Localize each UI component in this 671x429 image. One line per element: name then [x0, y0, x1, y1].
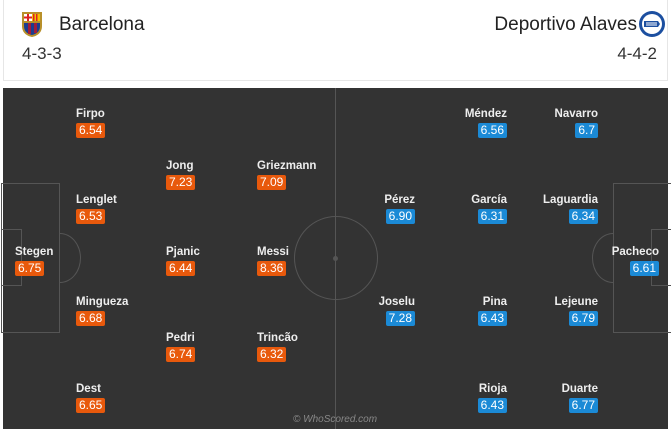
player-name: Laguardia: [543, 194, 598, 206]
player-name: Joselu: [378, 296, 415, 308]
player-rating-badge: 6.90: [385, 209, 415, 224]
player-name: Duarte: [561, 383, 598, 395]
player-name: Griezmann: [257, 160, 317, 172]
home-player[interactable]: Lenglet 6.53: [76, 194, 117, 224]
player-name: Mingueza: [76, 296, 129, 308]
player-rating-badge: 6.43: [477, 398, 507, 413]
player-name: García: [471, 194, 507, 206]
away-player[interactable]: Méndez 6.56: [465, 108, 507, 138]
player-rating-badge: 6.31: [477, 209, 507, 224]
home-six-yard-box: [1, 229, 22, 286]
player-name: Navarro: [554, 108, 598, 120]
player-name: Pacheco: [611, 246, 659, 258]
away-player[interactable]: Joselu 7.28: [379, 296, 415, 326]
away-player[interactable]: Rioja 6.43: [477, 383, 507, 413]
player-rating-badge: 6.65: [76, 398, 106, 413]
player-rating-badge: 6.56: [477, 123, 507, 138]
home-player[interactable]: Dest 6.65: [76, 383, 106, 413]
home-player[interactable]: Firpo 6.54: [76, 108, 106, 138]
away-penalty-box: [613, 183, 671, 333]
watermark: © WhoScored.com: [293, 414, 378, 425]
home-player[interactable]: Messi 8.36: [257, 246, 289, 276]
player-name: Firpo: [76, 108, 105, 120]
player-name: Pedri: [166, 332, 195, 344]
player-rating-badge: 6.44: [166, 261, 196, 276]
home-player[interactable]: Stegen 6.75: [15, 246, 53, 276]
player-name: Trincão: [257, 332, 298, 344]
away-player[interactable]: Pérez 6.90: [384, 194, 415, 224]
player-rating-badge: 6.43: [477, 311, 507, 326]
player-name: Pérez: [384, 194, 415, 206]
away-six-yard-box: [651, 229, 671, 286]
away-player[interactable]: Navarro 6.7: [555, 108, 598, 138]
player-rating-badge: 6.54: [76, 123, 106, 138]
player-rating-badge: 6.7: [575, 123, 598, 138]
pitch: [1, 88, 671, 429]
match-header: Barcelona 4-3-3 Deportivo Alaves 4-4-2: [3, 0, 668, 81]
alaves-crest-icon: [639, 11, 665, 37]
home-player[interactable]: Pedri 6.74: [166, 332, 196, 362]
home-player[interactable]: Trincão 6.32: [257, 332, 298, 362]
home-player[interactable]: Mingueza 6.68: [76, 296, 128, 326]
home-player[interactable]: Pjanic 6.44: [166, 246, 200, 276]
away-player[interactable]: Laguardia 6.34: [543, 194, 598, 224]
player-rating-badge: 6.77: [568, 398, 598, 413]
home-player[interactable]: Griezmann 7.09: [257, 160, 316, 190]
player-rating-badge: 7.09: [257, 175, 287, 190]
player-name: Méndez: [464, 108, 507, 120]
center-spot: [333, 256, 338, 261]
player-name: Pina: [482, 296, 507, 308]
away-player[interactable]: García 6.31: [471, 194, 507, 224]
player-name: Lejeune: [554, 296, 598, 308]
player-rating-badge: 8.36: [257, 261, 287, 276]
home-formation: 4-3-3: [22, 44, 62, 63]
player-rating-badge: 7.23: [166, 175, 196, 190]
player-rating-badge: 6.53: [76, 209, 106, 224]
player-rating-badge: 6.61: [629, 261, 659, 276]
player-rating-badge: 6.32: [257, 347, 287, 362]
away-player[interactable]: Pina 6.43: [477, 296, 507, 326]
barcelona-crest-icon: [22, 12, 42, 37]
player-rating-badge: 6.74: [166, 347, 196, 362]
home-team-name[interactable]: Barcelona: [59, 14, 145, 35]
player-rating-badge: 7.28: [385, 311, 415, 326]
player-rating-badge: 6.79: [568, 311, 598, 326]
player-rating-badge: 6.34: [568, 209, 598, 224]
player-name: Jong: [166, 160, 194, 172]
player-name: Stegen: [15, 246, 54, 258]
player-name: Dest: [76, 383, 101, 395]
center-circle: [294, 216, 378, 300]
home-player[interactable]: Jong 7.23: [166, 160, 196, 190]
away-player[interactable]: Lejeune 6.79: [555, 296, 598, 326]
away-player[interactable]: Pacheco 6.61: [612, 246, 659, 276]
player-name: Pjanic: [166, 246, 200, 258]
away-formation: 4-4-2: [617, 44, 657, 63]
away-team-name[interactable]: Deportivo Alaves: [494, 14, 637, 35]
away-player[interactable]: Duarte 6.77: [562, 383, 598, 413]
player-rating-badge: 6.68: [76, 311, 106, 326]
player-name: Rioja: [478, 383, 507, 395]
player-rating-badge: 6.75: [15, 261, 45, 276]
player-name: Messi: [257, 246, 289, 258]
player-name: Lenglet: [76, 194, 117, 206]
